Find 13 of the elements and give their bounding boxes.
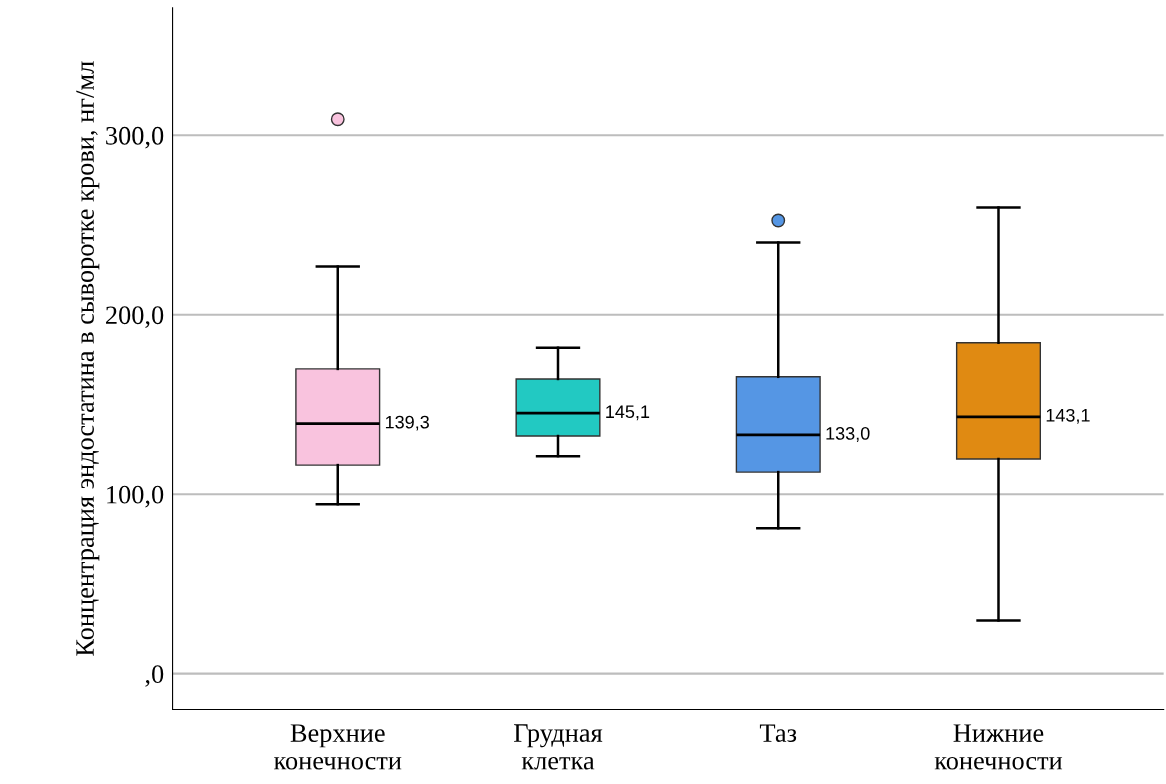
y-tick-label: ,0: [145, 665, 164, 687]
y-axis-title: Концентрация эндостатина в сыворотке крови, нг/мл: [76, 61, 100, 656]
y-tick-label: 200,0: [106, 306, 164, 328]
annotation: 143,1: [1046, 408, 1090, 424]
annotation: 133,0: [826, 427, 870, 442]
y-tick-label: 300,0: [106, 126, 164, 149]
annotation: 145,1: [606, 405, 650, 421]
y-tick-label: 100,0: [107, 485, 164, 508]
x-tick-label: Таз: [759, 724, 797, 742]
x-tick-label: Нижние конечности: [934, 724, 1063, 770]
annotation: 139,3: [385, 415, 429, 431]
x-tick-label: Верхние конечности: [274, 724, 402, 770]
x-tick-label: Грудная клетка: [514, 724, 603, 770]
